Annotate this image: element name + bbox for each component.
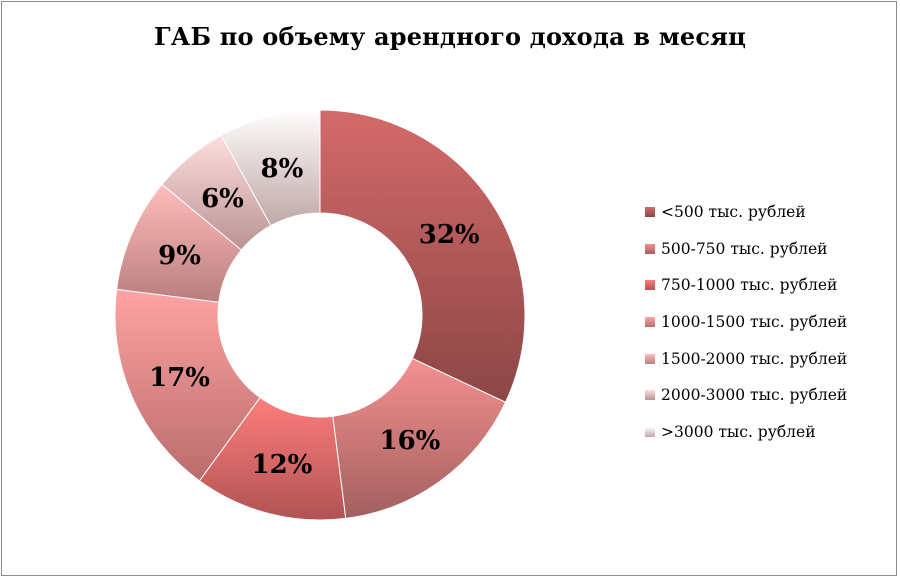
- legend-item: >3000 тыс. рублей: [645, 414, 895, 451]
- legend-swatch: [645, 317, 655, 328]
- slice-data-label: 9%: [158, 241, 201, 271]
- slice-data-label: 6%: [201, 184, 244, 214]
- slice-data-label: 8%: [261, 154, 304, 184]
- legend-item: 1500-2000 тыс. рублей: [645, 340, 895, 377]
- legend-item: 500-750 тыс. рублей: [645, 231, 895, 268]
- legend-item: 750-1000 тыс. рублей: [645, 267, 895, 304]
- slice-data-label: 16%: [379, 426, 440, 456]
- legend-item: 1000-1500 тыс. рублей: [645, 304, 895, 341]
- legend-label: >3000 тыс. рублей: [661, 422, 816, 441]
- legend-swatch: [645, 353, 655, 364]
- donut-slice: [319, 109, 526, 403]
- legend-label: 750-1000 тыс. рублей: [661, 276, 838, 295]
- donut-slice: [114, 288, 261, 482]
- legend-swatch: [645, 243, 655, 254]
- donut-slice: [332, 357, 507, 519]
- legend-swatch: [645, 426, 655, 437]
- legend-label: 1500-2000 тыс. рублей: [661, 349, 848, 368]
- legend-swatch: [645, 207, 655, 218]
- legend-label: 500-750 тыс. рублей: [661, 239, 828, 258]
- legend-item: <500 тыс. рублей: [645, 194, 895, 231]
- legend-label: <500 тыс. рублей: [661, 203, 806, 222]
- slice-data-label: 32%: [419, 220, 480, 250]
- slice-data-label: 12%: [252, 450, 313, 480]
- legend-label: 1000-1500 тыс. рублей: [661, 313, 848, 332]
- slice-data-label: 17%: [149, 363, 210, 393]
- legend-item: 2000-3000 тыс. рублей: [645, 377, 895, 414]
- legend-label: 2000-3000 тыс. рублей: [661, 386, 848, 405]
- chart-legend: <500 тыс. рублей 500-750 тыс. рублей 750-1…: [645, 194, 895, 450]
- chart-title: ГАБ по объему арендного дохода в месяц: [153, 22, 747, 51]
- legend-swatch: [645, 390, 655, 401]
- legend-swatch: [645, 280, 655, 291]
- donut-slice: [220, 109, 321, 227]
